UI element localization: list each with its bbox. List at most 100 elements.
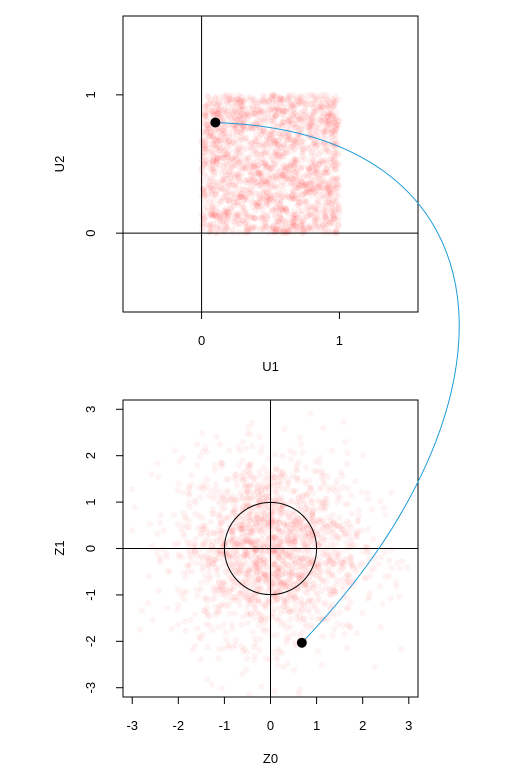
uniform-point <box>238 96 245 104</box>
uniform-point <box>213 145 221 152</box>
normal-point <box>228 593 236 601</box>
uniform-point <box>277 134 284 141</box>
normal-point <box>215 586 222 594</box>
normal-point <box>250 474 257 482</box>
normal-point <box>266 555 274 562</box>
uniform-point <box>251 146 258 153</box>
normal-point <box>193 441 201 448</box>
normal-point <box>296 616 304 624</box>
uniform-point <box>248 225 256 233</box>
uniform-point <box>289 179 296 187</box>
uniform-point <box>255 110 262 118</box>
uniform-point <box>208 164 216 172</box>
uniform-point <box>209 133 216 140</box>
normal-point <box>264 558 271 565</box>
uniform-point <box>314 222 322 229</box>
normal-point <box>250 656 258 664</box>
normal-point <box>239 503 247 510</box>
normal-point <box>238 643 245 650</box>
normal-point <box>344 621 352 628</box>
uniform-point <box>290 222 297 230</box>
uniform-point <box>257 181 265 188</box>
uniform-point <box>330 229 337 236</box>
normal-point <box>253 514 260 521</box>
bottom-x-axis-title: Z0 <box>263 751 278 766</box>
uniform-point <box>284 108 291 115</box>
uniform-point <box>214 126 221 133</box>
normal-point <box>225 641 232 649</box>
normal-point <box>302 505 309 513</box>
uniform-point <box>311 162 319 169</box>
uniform-point <box>333 161 340 168</box>
uniform-point <box>270 161 277 168</box>
normal-point <box>256 566 263 573</box>
uniform-point <box>301 107 308 114</box>
uniform-point <box>298 150 306 157</box>
uniform-point <box>261 160 269 167</box>
normal-point <box>283 486 290 493</box>
normal-point <box>236 570 243 577</box>
uniform-point <box>332 165 339 172</box>
uniform-point <box>232 102 239 110</box>
normal-point <box>218 550 225 557</box>
normal-point <box>285 528 293 535</box>
normal-point <box>244 603 251 610</box>
normal-point <box>266 585 273 593</box>
normal-point <box>233 476 240 484</box>
normal-point <box>255 516 262 523</box>
uniform-point <box>290 156 298 163</box>
uniform-point <box>330 219 337 227</box>
normal-point <box>194 592 201 599</box>
normal-point <box>305 585 313 592</box>
uniform-point <box>306 188 313 196</box>
uniform-point <box>247 96 254 104</box>
uniform-point <box>330 104 337 111</box>
uniform-point <box>314 166 321 173</box>
normal-point <box>275 519 283 526</box>
bottom-y-tick-label: -3 <box>83 682 98 694</box>
normal-point <box>247 482 254 490</box>
uniform-point <box>309 148 316 156</box>
normal-point <box>271 550 278 557</box>
uniform-point <box>232 195 239 202</box>
uniform-point <box>311 139 319 146</box>
uniform-point <box>291 173 299 180</box>
normal-point <box>209 557 217 564</box>
uniform-point <box>239 204 247 211</box>
uniform-point <box>306 159 314 166</box>
uniform-point <box>230 138 237 146</box>
uniform-point <box>299 152 306 160</box>
normal-point <box>278 585 285 593</box>
uniform-point <box>330 103 337 110</box>
uniform-point <box>256 193 263 200</box>
normal-point <box>297 600 305 608</box>
uniform-point <box>236 212 244 220</box>
uniform-point <box>295 120 303 127</box>
uniform-point <box>211 141 218 148</box>
normal-point <box>309 602 316 609</box>
normal-point <box>191 548 199 556</box>
uniform-point <box>252 141 260 149</box>
uniform-point <box>209 213 216 220</box>
uniform-point <box>282 207 290 214</box>
uniform-point <box>267 118 275 125</box>
uniform-point <box>264 110 271 117</box>
uniform-point <box>261 94 268 102</box>
uniform-point <box>328 189 335 196</box>
uniform-point <box>279 104 287 111</box>
normal-point <box>261 494 268 501</box>
normal-point <box>268 612 275 619</box>
uniform-point <box>202 131 210 138</box>
uniform-point <box>254 169 261 176</box>
normal-point <box>283 551 290 559</box>
normal-point <box>284 508 291 516</box>
uniform-point <box>239 207 247 214</box>
normal-point <box>218 580 226 587</box>
uniform-point <box>221 175 228 182</box>
uniform-point <box>329 185 336 193</box>
uniform-point <box>271 140 278 148</box>
normal-point <box>196 633 203 641</box>
uniform-point <box>255 169 262 176</box>
